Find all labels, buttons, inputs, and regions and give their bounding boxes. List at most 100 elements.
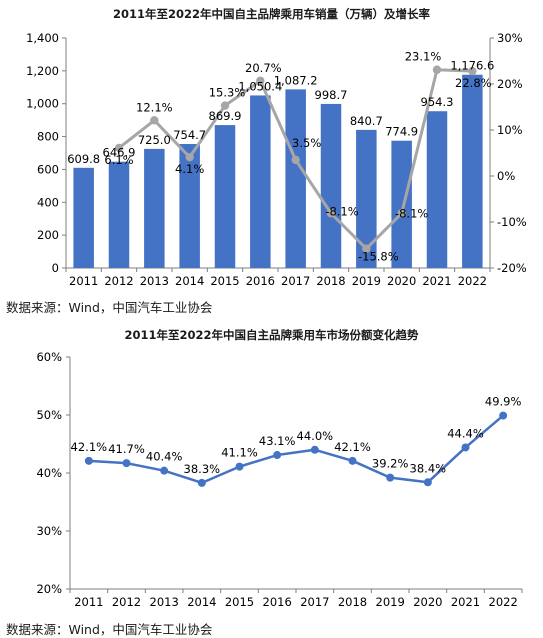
left-y-tick-label: 0: [52, 261, 59, 275]
right-y-tick-label: 10%: [497, 123, 523, 137]
market-share-label: 44.0%: [297, 429, 334, 443]
x-tick-label: 2017: [300, 595, 329, 609]
market-share-label: 44.4%: [447, 426, 484, 440]
x-tick-label: 2011: [69, 274, 98, 288]
right-y-tick-label: 20%: [497, 77, 523, 91]
x-tick-label: 2016: [246, 274, 275, 288]
market-share-marker: [160, 466, 169, 475]
growth-value-label: 15.3%: [209, 86, 246, 100]
market-share-line: [88, 414, 504, 485]
growth-value-label: -8.1%: [395, 206, 428, 220]
sales-value-label: 725.0: [138, 133, 171, 147]
growth-value-label: 23.1%: [405, 50, 442, 64]
x-tick-label: 2012: [112, 595, 141, 609]
market-share-label: 43.1%: [259, 434, 296, 448]
market-share-label: 39.2%: [372, 457, 409, 471]
right-y-tick-label: 0%: [497, 169, 515, 183]
sales-bar: [356, 129, 377, 268]
sales-bar: [285, 89, 306, 268]
market-share-marker: [122, 459, 131, 468]
y-tick-label: 60%: [36, 350, 62, 364]
market-share-marker: [310, 445, 319, 454]
sales-value-label: 646.9: [103, 146, 136, 160]
x-tick-label: 2013: [150, 595, 179, 609]
sales-value-label: 954.3: [421, 95, 454, 109]
x-tick-label: 2022: [489, 595, 518, 609]
growth-rate-marker: [397, 209, 406, 218]
market-share-marker: [423, 478, 432, 487]
x-tick-label: 2015: [210, 274, 239, 288]
left-y-tick-label: 400: [37, 195, 59, 209]
left-y-tick-label: 1,200: [26, 64, 59, 78]
growth-value-label: 4.1%: [175, 162, 204, 176]
right-y-tick-label: -20%: [497, 261, 527, 275]
x-tick-label: 2013: [140, 274, 169, 288]
growth-value-label: -8.1%: [325, 204, 358, 218]
sales-bar: [73, 167, 94, 268]
growth-rate-marker: [468, 66, 477, 76]
sales-value-label: 869.9: [209, 109, 242, 123]
sales-value-label: 1,176.6: [450, 59, 494, 73]
right-y-tick-label: -10%: [497, 215, 527, 229]
growth-rate-marker: [114, 143, 124, 153]
sales-value-label: 998.7: [315, 88, 348, 102]
market-share-label: 42.1%: [334, 440, 371, 454]
sales-bar: [462, 74, 483, 268]
x-tick-label: 2022: [458, 274, 487, 288]
chart1-title: 2011年至2022年中国自主品牌乘用车销量（万辆）及增长率: [112, 7, 430, 21]
sales-bar: [108, 161, 130, 268]
left-y-tick-label: 600: [37, 162, 59, 176]
x-tick-label: 2011: [74, 595, 103, 609]
growth-value-label: 20.7%: [245, 61, 282, 75]
market-share-label: 38.4%: [410, 461, 447, 475]
market-share-label: 41.7%: [108, 442, 145, 456]
growth-value-label: -15.8%: [358, 250, 399, 264]
market-share-chart: 20% 30% 40% 50% 60% 2011 2012 2013 2014 2015 2016 2…: [36, 350, 523, 609]
growth-rate-marker: [432, 65, 442, 74]
market-share-marker: [461, 443, 470, 452]
chart2-source: 数据来源：Wind，中国汽车工业协会: [6, 622, 213, 637]
sales-value-label: 840.7: [350, 114, 383, 128]
x-tick-label: 2015: [225, 595, 254, 609]
sales-bar: [144, 148, 165, 268]
growth-value-label: 3.5%: [292, 136, 321, 150]
sales-bar: [214, 125, 236, 268]
sales-value-label: 754.7: [173, 128, 206, 142]
growth-rate-marker: [326, 209, 336, 218]
y-tick-label: 40%: [36, 466, 62, 480]
right-y-tick-label: 30%: [497, 31, 523, 45]
sales-bar: [426, 111, 448, 269]
x-tick-label: 2017: [281, 274, 310, 288]
sales-bar: [391, 140, 412, 268]
sales-growth-chart: 0 200 400 600 800 1,000 1,200 1,400 -20% -10% 0% 10…: [26, 31, 527, 288]
x-tick-label: 2019: [352, 274, 381, 288]
x-tick-label: 2020: [387, 274, 416, 288]
growth-rate-marker: [220, 101, 230, 110]
market-share-marker: [386, 473, 395, 482]
market-share-marker: [84, 456, 93, 465]
growth-value-label: 12.1%: [136, 100, 173, 114]
growth-rate-marker: [185, 152, 194, 162]
x-tick-label: 2021: [422, 274, 451, 288]
sales-value-label: 1,050.4: [238, 79, 282, 93]
left-y-tick-label: 800: [37, 130, 59, 144]
x-tick-label: 2012: [104, 274, 133, 288]
growth-rate-marker: [256, 76, 265, 85]
growth-value-label: 22.8%: [455, 76, 492, 90]
market-share-label: 40.4%: [146, 450, 183, 464]
left-y-tick-label: 1,400: [26, 31, 59, 45]
left-y-tick-label: 1,000: [26, 97, 59, 111]
x-tick-label: 2014: [175, 274, 204, 288]
market-share-marker: [197, 478, 206, 487]
market-share-marker: [235, 462, 244, 471]
sales-value-label: 1,087.2: [274, 73, 318, 87]
growth-rate-marker: [291, 155, 300, 165]
y-tick-label: 20%: [36, 582, 62, 596]
market-share-label: 38.3%: [184, 462, 221, 476]
sales-bar: [179, 144, 200, 268]
market-share-marker: [273, 451, 282, 460]
sales-value-label: 609.8: [67, 152, 100, 166]
sales-bar: [250, 95, 271, 268]
market-share-label: 41.1%: [221, 446, 258, 460]
market-share-label: 49.9%: [485, 395, 522, 409]
